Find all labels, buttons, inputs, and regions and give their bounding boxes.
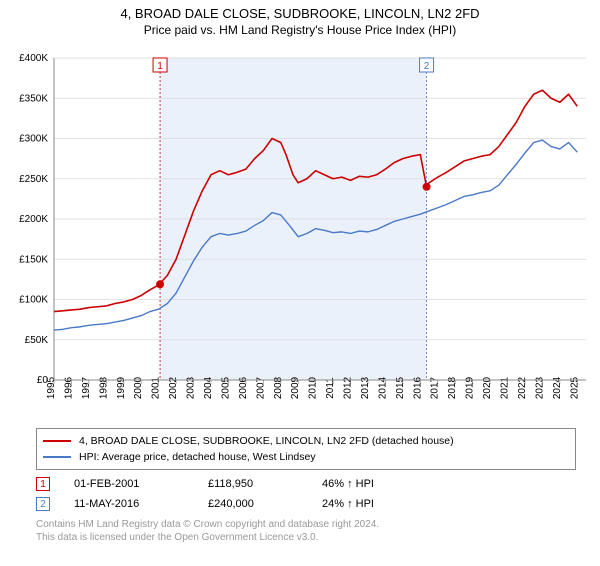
attribution-text: Contains HM Land Registry data © Crown c… — [36, 518, 576, 544]
line-chart-svg: £0£50K£100K£150K£200K£250K£300K£350K£400… — [6, 50, 594, 420]
svg-text:£150K: £150K — [19, 254, 48, 265]
event-pct: 24% ↑ HPI — [322, 498, 432, 510]
legend-label: 4, BROAD DALE CLOSE, SUDBROOKE, LINCOLN,… — [79, 435, 454, 447]
legend-item: 4, BROAD DALE CLOSE, SUDBROOKE, LINCOLN,… — [43, 433, 569, 449]
svg-text:1: 1 — [157, 61, 163, 72]
legend-box: 4, BROAD DALE CLOSE, SUDBROOKE, LINCOLN,… — [36, 428, 576, 470]
chart-titles: 4, BROAD DALE CLOSE, SUDBROOKE, LINCOLN,… — [0, 6, 600, 37]
event-price: £118,950 — [208, 478, 298, 490]
svg-text:£200K: £200K — [19, 214, 48, 225]
svg-text:£50K: £50K — [25, 335, 49, 346]
chart-area: £0£50K£100K£150K£200K£250K£300K£350K£400… — [6, 50, 594, 420]
svg-text:£350K: £350K — [19, 93, 48, 104]
event-pct: 46% ↑ HPI — [322, 478, 432, 490]
event-price: £240,000 — [208, 498, 298, 510]
title-subtitle: Price paid vs. HM Land Registry's House … — [0, 23, 600, 37]
event-row: 1 01-FEB-2001 £118,950 46% ↑ HPI — [36, 474, 576, 494]
chart-container: 4, BROAD DALE CLOSE, SUDBROOKE, LINCOLN,… — [0, 6, 600, 566]
title-address: 4, BROAD DALE CLOSE, SUDBROOKE, LINCOLN,… — [0, 6, 600, 21]
legend-swatch — [43, 456, 71, 458]
event-row: 2 11-MAY-2016 £240,000 24% ↑ HPI — [36, 494, 576, 514]
event-date: 01-FEB-2001 — [74, 478, 184, 490]
svg-text:£300K: £300K — [19, 134, 48, 145]
legend-swatch — [43, 440, 71, 442]
attribution-line2: This data is licensed under the Open Gov… — [36, 531, 576, 544]
event-number-box: 2 — [36, 497, 50, 511]
legend-item: HPI: Average price, detached house, West… — [43, 449, 569, 465]
event-number-box: 1 — [36, 477, 50, 491]
event-date: 11-MAY-2016 — [74, 498, 184, 510]
attribution-line1: Contains HM Land Registry data © Crown c… — [36, 518, 576, 531]
svg-text:£400K: £400K — [19, 53, 48, 64]
svg-text:£100K: £100K — [19, 295, 48, 306]
legend-label: HPI: Average price, detached house, West… — [79, 451, 316, 463]
events-table: 1 01-FEB-2001 £118,950 46% ↑ HPI 2 11-MAY-201… — [36, 474, 576, 514]
svg-text:£250K: £250K — [19, 174, 48, 185]
svg-text:2: 2 — [424, 61, 430, 72]
